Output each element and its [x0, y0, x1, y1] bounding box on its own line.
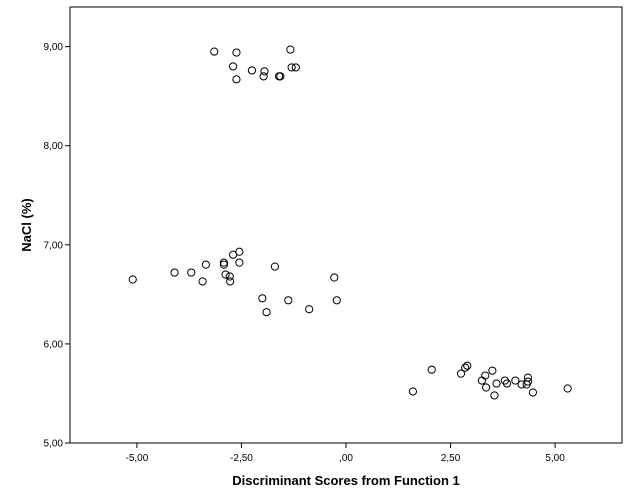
data-point	[247, 66, 257, 75]
data-point	[286, 45, 295, 54]
x-axis: -5,00 -2,50 ,00 2,50 5,00	[126, 443, 565, 464]
data-point	[291, 63, 300, 72]
x-tick-label: -2,50	[230, 453, 253, 464]
data-point	[198, 277, 207, 286]
data-point	[221, 270, 230, 279]
data-point	[490, 391, 499, 400]
data-point	[408, 387, 418, 396]
data-point	[517, 380, 526, 389]
data-point	[228, 250, 238, 259]
data-point	[502, 379, 512, 388]
data-point	[258, 294, 267, 303]
data-point	[330, 273, 339, 282]
data-point	[170, 268, 179, 277]
data-point	[463, 361, 472, 370]
data-point	[128, 275, 137, 284]
data-point	[511, 376, 520, 385]
data-point	[461, 363, 470, 372]
data-point	[287, 63, 296, 72]
data-point	[219, 260, 228, 269]
data-point	[284, 296, 293, 305]
data-point	[427, 365, 436, 374]
y-axis: 5,00 6,00 7,00 8,00 9,00	[44, 42, 70, 450]
data-point	[219, 258, 228, 267]
data-point	[210, 47, 219, 56]
data-point	[225, 272, 234, 281]
data-point	[563, 384, 572, 393]
data-point	[232, 48, 241, 57]
data-point	[492, 379, 501, 388]
data-point	[226, 277, 235, 286]
data-point	[259, 72, 268, 81]
y-tick-label: 6,00	[44, 339, 64, 350]
x-tick-label: -5,00	[126, 453, 149, 464]
y-tick-label: 8,00	[44, 141, 64, 152]
data-point	[276, 72, 285, 81]
y-tick-label: 7,00	[44, 240, 64, 251]
data-point	[456, 369, 466, 378]
data-point	[270, 262, 280, 271]
y-axis-title: NaCl (%)	[19, 198, 34, 251]
data-point	[201, 260, 211, 269]
x-axis-title: Discriminant Scores from Function 1	[232, 473, 460, 488]
data-point	[187, 268, 196, 277]
data-point	[481, 383, 491, 392]
data-point	[522, 380, 531, 389]
y-tick-label: 9,00	[44, 42, 64, 53]
data-point	[262, 308, 271, 317]
data-point	[305, 305, 314, 314]
data-point	[477, 376, 487, 385]
data-point	[232, 75, 241, 84]
x-tick-label: 5,00	[545, 453, 565, 464]
x-tick-label: 2,50	[441, 453, 461, 464]
plot-frame	[69, 6, 623, 444]
x-tick-label: ,00	[339, 453, 353, 464]
data-point	[528, 388, 538, 397]
data-point	[260, 67, 269, 76]
data-points	[128, 45, 572, 400]
data-point	[488, 366, 497, 375]
data-point	[332, 296, 341, 305]
data-point	[235, 258, 244, 267]
data-point	[228, 62, 238, 71]
y-tick-label: 5,00	[44, 439, 64, 450]
